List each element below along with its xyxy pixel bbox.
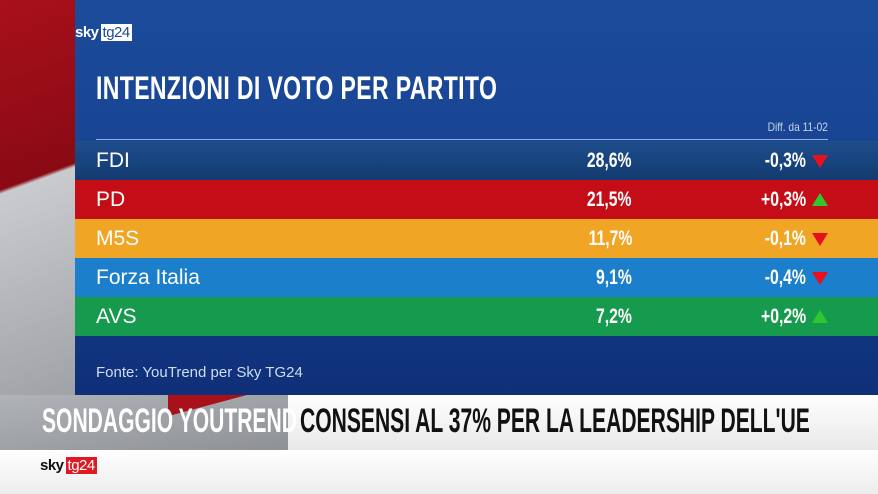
party-name: AVS <box>96 305 137 328</box>
party-diff: -0,1% <box>764 227 806 250</box>
party-name: FDI <box>96 149 130 172</box>
party-diff: +0,2% <box>760 305 806 328</box>
logo-sky: sky <box>75 24 99 41</box>
party-name: PD <box>96 188 126 211</box>
arrow-down-icon <box>812 155 828 168</box>
party-value: 11,7% <box>588 227 632 250</box>
party-value: 28,6% <box>587 149 632 172</box>
page-title: INTENZIONI DI VOTO PER PARTITO <box>96 70 498 106</box>
arrow-up-icon <box>812 193 828 206</box>
sky-tg24-logo-top: sky tg24 <box>75 24 132 41</box>
logo-sky: sky <box>40 457 64 474</box>
party-value: 21,5% <box>587 188 632 211</box>
arrow-down-icon <box>812 272 828 285</box>
sky-tg24-logo-bottom: sky tg24 <box>40 457 97 474</box>
party-diff: +0,3% <box>760 188 806 211</box>
lower-third-kicker-bg <box>0 395 288 450</box>
background-left-strip <box>0 0 75 395</box>
party-value: 9,1% <box>596 266 632 289</box>
lower-third-headline: CONSENSI AL 37% PER LA LEADERSHIP DELL'U… <box>300 402 810 440</box>
party-diff: -0,4% <box>764 266 806 289</box>
source-note: Fonte: YouTrend per Sky TG24 <box>96 364 303 381</box>
party-row: FDI 28,6% -0,3% <box>75 141 878 180</box>
logo-tg24: tg24 <box>100 24 132 41</box>
party-row: AVS 7,2% +0,2% <box>75 297 878 336</box>
party-name: Forza Italia <box>96 266 200 289</box>
party-name: M5S <box>96 227 140 250</box>
logo-tg24: tg24 <box>65 457 97 474</box>
arrow-down-icon <box>812 233 828 246</box>
party-row: M5S 11,7% -0,1% <box>75 219 878 258</box>
diff-header: Diff. da 11-02 <box>767 120 828 134</box>
party-diff: -0,3% <box>764 149 806 172</box>
party-row: PD 21,5% +0,3% <box>75 180 878 219</box>
lower-third-kicker: SONDAGGIO YOUTREND <box>42 402 297 440</box>
arrow-up-icon <box>812 310 828 323</box>
divider <box>96 139 828 140</box>
party-row: Forza Italia 9,1% -0,4% <box>75 258 878 297</box>
party-value: 7,2% <box>596 305 632 328</box>
bottom-bar: sky tg24 <box>0 450 878 494</box>
